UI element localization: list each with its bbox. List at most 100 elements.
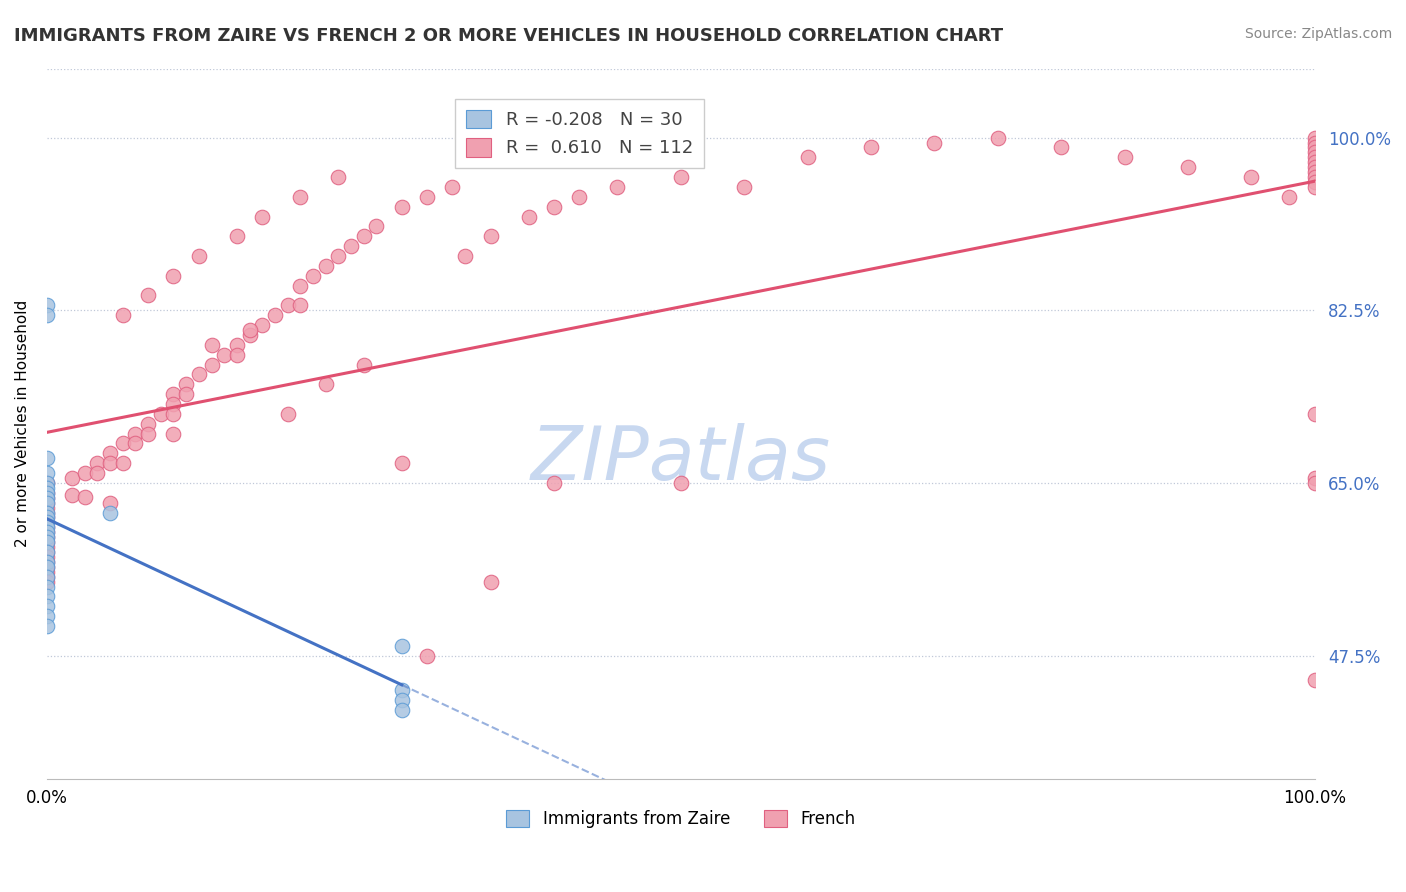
Point — [136, 417, 159, 431]
Point — [391, 683, 413, 698]
Point — [252, 210, 274, 224]
Point — [1303, 145, 1326, 160]
Point — [35, 609, 58, 624]
Point — [290, 298, 312, 312]
Point — [1050, 140, 1073, 154]
Point — [391, 703, 413, 717]
Point — [111, 436, 134, 450]
Point — [1303, 169, 1326, 184]
Point — [86, 466, 108, 480]
Point — [290, 278, 312, 293]
Text: ZIPatlas: ZIPatlas — [530, 423, 831, 495]
Point — [416, 190, 439, 204]
Legend: Immigrants from Zaire, French: Immigrants from Zaire, French — [499, 803, 862, 835]
Point — [391, 200, 413, 214]
Point — [35, 308, 58, 322]
Point — [733, 180, 755, 194]
Point — [35, 619, 58, 633]
Point — [35, 485, 58, 500]
Point — [187, 368, 209, 382]
Point — [73, 466, 96, 480]
Point — [290, 190, 312, 204]
Point — [517, 210, 540, 224]
Point — [1177, 160, 1199, 174]
Point — [200, 338, 222, 352]
Point — [35, 555, 58, 569]
Point — [111, 308, 134, 322]
Point — [35, 590, 58, 604]
Point — [1303, 130, 1326, 145]
Point — [1303, 471, 1326, 485]
Text: Source: ZipAtlas.com: Source: ZipAtlas.com — [1244, 27, 1392, 41]
Point — [239, 327, 262, 342]
Point — [98, 446, 121, 460]
Point — [35, 540, 58, 554]
Point — [35, 565, 58, 579]
Point — [35, 510, 58, 524]
Point — [35, 475, 58, 490]
Point — [35, 516, 58, 530]
Point — [264, 308, 287, 322]
Point — [1303, 150, 1326, 164]
Point — [328, 169, 350, 184]
Point — [35, 525, 58, 540]
Point — [328, 249, 350, 263]
Point — [35, 530, 58, 544]
Point — [1240, 169, 1263, 184]
Point — [315, 377, 337, 392]
Point — [35, 525, 58, 540]
Point — [391, 456, 413, 470]
Point — [1303, 136, 1326, 150]
Point — [391, 639, 413, 653]
Point — [1114, 150, 1136, 164]
Point — [162, 387, 184, 401]
Point — [987, 130, 1010, 145]
Point — [35, 599, 58, 614]
Point — [35, 520, 58, 534]
Point — [35, 545, 58, 559]
Point — [98, 456, 121, 470]
Point — [35, 451, 58, 466]
Point — [1303, 155, 1326, 169]
Point — [606, 180, 628, 194]
Point — [1303, 673, 1326, 688]
Point — [416, 648, 439, 663]
Point — [35, 481, 58, 495]
Point — [35, 466, 58, 480]
Point — [98, 496, 121, 510]
Point — [149, 407, 172, 421]
Point — [35, 555, 58, 569]
Point — [60, 488, 83, 502]
Point — [111, 456, 134, 470]
Point — [353, 358, 375, 372]
Point — [98, 506, 121, 520]
Point — [35, 491, 58, 505]
Point — [35, 535, 58, 549]
Point — [225, 338, 247, 352]
Point — [35, 569, 58, 583]
Point — [187, 249, 209, 263]
Point — [35, 520, 58, 534]
Point — [1303, 140, 1326, 154]
Point — [302, 268, 325, 283]
Point — [277, 407, 299, 421]
Point — [340, 239, 363, 253]
Point — [35, 559, 58, 574]
Point — [669, 169, 692, 184]
Point — [35, 510, 58, 524]
Point — [1303, 407, 1326, 421]
Point — [60, 471, 83, 485]
Point — [35, 298, 58, 312]
Point — [454, 249, 477, 263]
Point — [35, 549, 58, 564]
Point — [35, 496, 58, 510]
Point — [1303, 175, 1326, 189]
Point — [277, 298, 299, 312]
Point — [391, 693, 413, 707]
Point — [1303, 475, 1326, 490]
Point — [239, 323, 262, 337]
Point — [35, 545, 58, 559]
Point — [162, 426, 184, 441]
Text: IMMIGRANTS FROM ZAIRE VS FRENCH 2 OR MORE VEHICLES IN HOUSEHOLD CORRELATION CHAR: IMMIGRANTS FROM ZAIRE VS FRENCH 2 OR MOR… — [14, 27, 1004, 45]
Point — [1303, 180, 1326, 194]
